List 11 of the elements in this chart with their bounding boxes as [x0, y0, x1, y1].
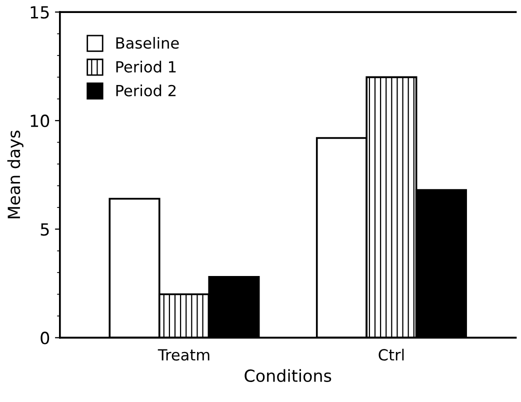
x-tick-label: Ctrl: [378, 348, 404, 361]
y-tick-label: 15: [30, 6, 49, 19]
y-tick-label: 10: [30, 114, 50, 128]
y-tick-label: 0: [40, 332, 50, 344]
legend-label: Baseline: [116, 36, 179, 49]
x-axis-title: Conditions: [244, 369, 332, 382]
legend-label: Period 1: [116, 60, 176, 73]
y-axis-title: Mean days: [7, 130, 24, 218]
x-tick-label: Treatm: [158, 349, 210, 361]
y-tick-label: 5: [40, 223, 49, 236]
legend-label: Period 2: [116, 84, 176, 96]
